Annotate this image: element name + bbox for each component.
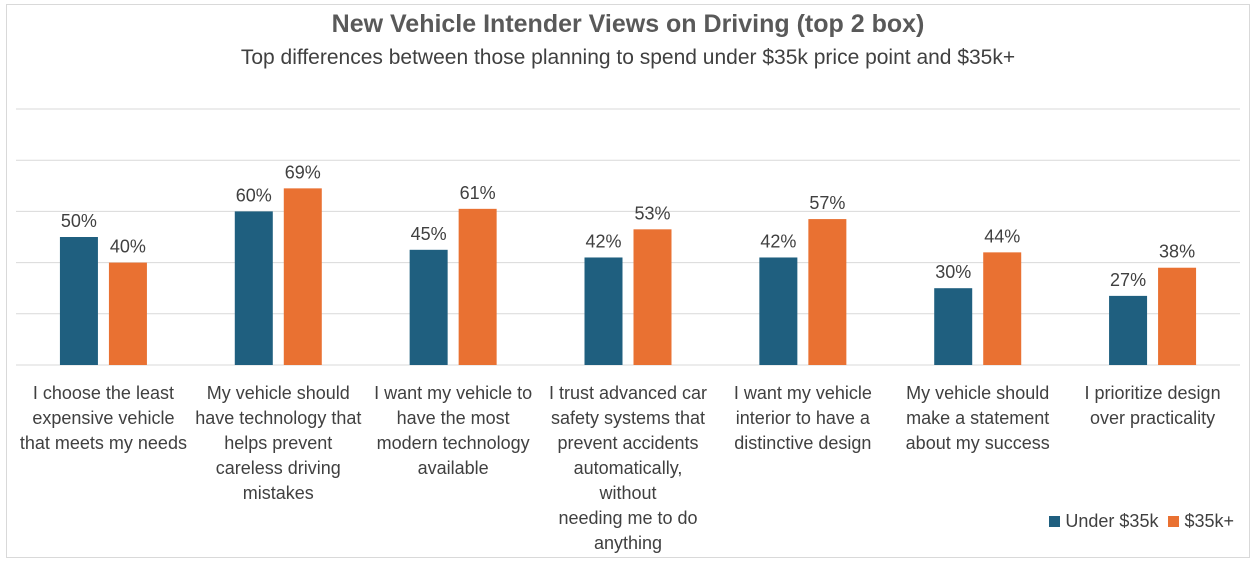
bar-35k-plus (1158, 267, 1197, 365)
bar-35k-plus (808, 219, 847, 365)
category-label-line: I want my vehicle to (374, 383, 533, 403)
category-label-line: that meets my needs (19, 433, 187, 453)
bar-35k-plus (633, 229, 672, 365)
bar-35k-plus (458, 208, 497, 365)
category-label-line: I trust advanced car (548, 383, 708, 403)
bar-under-35k (234, 211, 273, 365)
category-label-line: have the most (396, 408, 510, 428)
category-label: My vehicle should have technology that hel… (193, 381, 363, 506)
data-label-under-35k: 60% (236, 185, 272, 205)
data-label-35k-plus: 69% (285, 162, 321, 182)
legend-swatch-under-35k (1049, 516, 1061, 527)
category-label-line: careless driving (215, 458, 341, 478)
chart-subtitle: Top differences between those planning t… (240, 46, 1016, 69)
data-label-35k-plus: 40% (110, 237, 146, 257)
category-label-line: available (417, 458, 489, 478)
category-label-line: anything (593, 533, 663, 553)
category-label: My vehicle should make a statement about m… (893, 381, 1063, 456)
data-label-under-35k: 42% (585, 231, 621, 251)
category-label-line: helps prevent (224, 433, 333, 453)
category-label-line: My vehicle should (906, 383, 1050, 403)
bar-under-35k (934, 288, 973, 365)
bar-under-35k (59, 237, 98, 365)
category-label-line: about my success (905, 433, 1050, 453)
legend-item-under-35k: Under $35k (1049, 511, 1158, 532)
data-label-under-35k: 27% (1110, 270, 1146, 290)
category-label-line: distinctive design (734, 433, 872, 453)
category-label-line: modern technology (376, 433, 530, 453)
category-label-line: prevent accidents (557, 433, 699, 453)
data-label-35k-plus: 57% (809, 193, 845, 213)
data-label-35k-plus: 44% (984, 226, 1020, 246)
legend: Under $35k $35k+ (1039, 511, 1234, 532)
category-label: I trust advanced car safety systems that p… (543, 381, 713, 556)
category-label-line: make a statement (906, 408, 1050, 428)
data-label-under-35k: 42% (760, 231, 796, 251)
category-label-line: automatically, without (573, 458, 683, 503)
bar-under-35k (409, 249, 448, 365)
category-label-line: I choose the least (32, 383, 174, 403)
bar-under-35k (1109, 295, 1148, 365)
data-label-35k-plus: 61% (460, 183, 496, 203)
category-label-line: have technology that (195, 408, 362, 428)
category-label: I prioritize design over practicality (1068, 381, 1238, 431)
category-label: I choose the least expensive vehicle that … (18, 381, 188, 456)
category-label-line: mistakes (242, 483, 314, 503)
bar-35k-plus (283, 188, 322, 365)
category-label-line: expensive vehicle (32, 408, 175, 428)
category-label: I want my vehicle to have the most modern … (368, 381, 538, 481)
data-label-35k-plus: 38% (1159, 242, 1195, 262)
bar-under-35k (584, 257, 623, 365)
category-label-line: over practicality (1090, 408, 1216, 428)
category-label-line: I prioritize design (1084, 383, 1221, 403)
data-label-35k-plus: 53% (634, 203, 670, 223)
category-label-line: My vehicle should (206, 383, 350, 403)
legend-label-35k-plus: $35k+ (1184, 511, 1234, 531)
chart-title: New Vehicle Intender Views on Driving (t… (331, 10, 925, 38)
category-label: I want my vehicle interior to have a disti… (718, 381, 888, 456)
category-label-line: safety systems that (550, 408, 706, 428)
bar-35k-plus (108, 262, 147, 365)
legend-label-under-35k: Under $35k (1065, 511, 1159, 531)
legend-swatch-35k-plus (1168, 516, 1180, 527)
data-label-under-35k: 45% (411, 224, 447, 244)
chart-frame (6, 4, 1250, 558)
category-label-line: needing me to do (558, 508, 698, 528)
category-label-line: interior to have a (735, 408, 870, 428)
data-label-under-35k: 50% (61, 211, 97, 231)
legend-item-35k-plus: $35k+ (1168, 511, 1234, 532)
data-label-under-35k: 30% (935, 262, 971, 282)
bar-35k-plus (983, 252, 1022, 365)
category-label-line: I want my vehicle (733, 383, 872, 403)
bar-under-35k (759, 257, 798, 365)
